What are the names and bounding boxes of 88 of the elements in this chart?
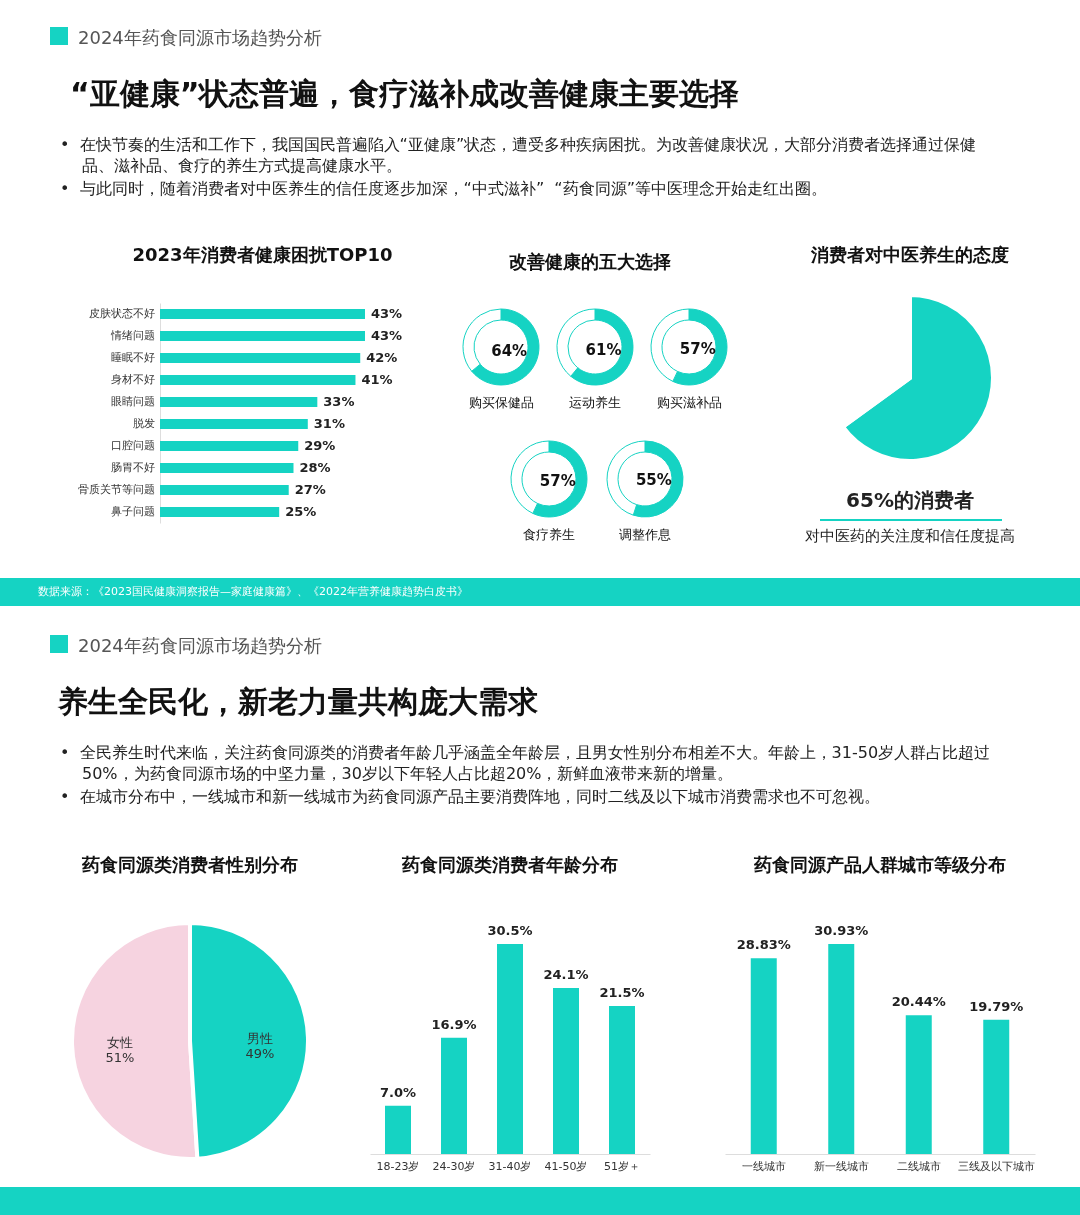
slice-label: 女性	[107, 1035, 134, 1051]
x-tick-label: 一线城市	[741, 1159, 786, 1173]
x-tick-label: 新一线城市	[813, 1159, 869, 1173]
source-note: 数据来源：《2023国民健康洞察报告—家庭健康篇》、《2022年营养健康趋势白皮书》	[38, 584, 469, 600]
data-label: 19.79%	[969, 998, 1024, 1014]
data-label: 64%	[491, 341, 528, 360]
text: 养生全民化，新老力量共构庞大需求	[58, 683, 538, 721]
data-label: 31%	[313, 416, 345, 431]
x-tick-label: 18-23岁	[376, 1159, 420, 1173]
bar	[983, 1019, 1010, 1154]
bar	[160, 309, 365, 319]
bar	[160, 331, 365, 341]
bar	[160, 441, 299, 451]
y-tick-label: 睡眠不好	[110, 351, 155, 364]
data-label: 25%	[285, 504, 317, 519]
bar	[750, 958, 777, 1154]
x-tick-label: 31-40岁	[488, 1159, 532, 1173]
bar	[828, 944, 855, 1154]
data-label: 20.44%	[891, 994, 946, 1010]
text: 调整作息	[619, 527, 671, 542]
text: • 全民养生时代来临，关注药食同源类的消费者年龄几乎涵盖全年龄层，且男女性别分布相差不大。年龄上，31-50岁人群占比超过50%，为药食同源市场的中坚力量，30岁以下年轻人占比超20%，新鲜血液带来新的增量。	[60, 742, 992, 784]
chart-title: 药食同源类消费者年龄分布	[401, 854, 618, 875]
data-label: 28%	[299, 460, 331, 475]
data-label: 49%	[245, 1045, 275, 1061]
bar	[905, 1015, 932, 1154]
bar	[553, 988, 579, 1154]
y-tick-label: 肠胃不好	[110, 461, 155, 474]
y-tick-label: 身材不好	[110, 373, 155, 386]
data-label: 29%	[304, 438, 336, 453]
chart-title: 药食同源产品人群城市等级分布	[753, 854, 1006, 875]
slice-label: 男性	[246, 1030, 273, 1046]
data-label: 61%	[585, 341, 622, 360]
data-label: 43%	[371, 328, 403, 343]
text: “亚健康”状态普遍，食疗滋补成改善健康主要选择	[70, 75, 740, 113]
bar	[441, 1037, 467, 1154]
data-label: 7.0%	[379, 1084, 417, 1100]
y-tick-label: 口腔问题	[110, 439, 155, 452]
data-label: 27%	[294, 482, 326, 497]
bar	[160, 353, 361, 363]
y-tick-label: 皮肤状态不好	[88, 307, 155, 320]
data-label: 55%	[635, 471, 672, 490]
y-tick-label: 眼睛问题	[110, 395, 155, 408]
x-tick-label: 41-50岁	[544, 1159, 588, 1173]
text: 改善健康的五大选择	[508, 250, 672, 274]
chart-title: 2023年消费者健康困扰TOP10	[132, 244, 393, 265]
bar	[609, 1005, 635, 1154]
data-label: 24.1%	[543, 967, 589, 983]
bar	[497, 944, 523, 1154]
y-tick-label: 情绪问题	[109, 329, 155, 342]
y-tick-label: 骨质关节等问题	[77, 483, 155, 496]
text: • 在城市分布中，一线城市和新一线城市为药食同源产品主要消费阵地，同时二线及以下城市消费需求也不可忽视。	[60, 786, 881, 807]
y-tick-label: 鼻子问题	[110, 505, 155, 518]
data-label: 16.9%	[431, 1016, 477, 1032]
bar	[160, 375, 356, 385]
text: 2024年药食同源市场趋势分析	[78, 634, 322, 658]
text: 食疗养生	[523, 527, 575, 542]
x-tick-label: 三线及以下城市	[957, 1159, 1035, 1173]
data-label: 43%	[371, 306, 403, 321]
x-tick-label: 24-30岁	[432, 1159, 476, 1173]
text: 2024年药食同源市场趋势分析	[78, 26, 322, 50]
bar	[160, 507, 280, 517]
bar	[160, 485, 289, 495]
text: 对中医药的关注度和信任度提高	[804, 527, 1016, 546]
data-label: 28.83%	[736, 937, 791, 953]
bar	[385, 1105, 411, 1154]
text: • 与此同时，随着消费者对中医养生的信任度逐步加深，“中式滋补” “药食同源”等中医理念开始走红出圈。	[60, 178, 828, 199]
text: • 在快节奏的生活和工作下，我国国民普遍陷入“亚健康”状态，遭受多种疾病困扰。为改善健康状况，大部分消费者选择通过保健品、滋补品、食疗的养生方式提高健康水平。	[60, 134, 978, 176]
text: 购买保健品	[468, 395, 534, 410]
bar	[160, 397, 318, 407]
x-tick-label: 二线城市	[896, 1159, 941, 1173]
chart-title: 药食同源类消费者性别分布	[81, 854, 298, 875]
data-label: 51%	[105, 1050, 135, 1066]
data-label: 41%	[361, 372, 393, 387]
data-label: 57%	[539, 471, 576, 490]
text: 购买滋补品	[656, 395, 722, 410]
y-tick-label: 脱发	[132, 417, 155, 430]
chart-title: 消费者对中医养生的态度	[810, 244, 1009, 265]
data-label: 42%	[366, 350, 398, 365]
data-label: 21.5%	[599, 984, 645, 1000]
x-tick-label: 51岁＋	[604, 1159, 640, 1173]
data-label: 33%	[323, 394, 355, 409]
data-label: 30.5%	[487, 923, 533, 938]
data-label: 57%	[679, 339, 716, 358]
text: 运动养生	[569, 395, 621, 410]
text: 65%的消费者	[845, 487, 975, 514]
bar	[160, 463, 294, 473]
bar	[160, 419, 308, 429]
data-label: 30.93%	[814, 923, 869, 938]
